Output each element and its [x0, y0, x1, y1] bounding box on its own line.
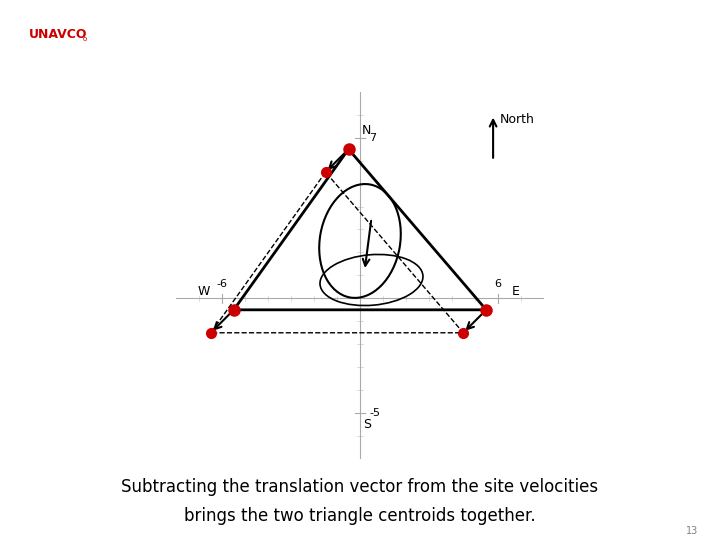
Text: W: W [198, 285, 210, 298]
Text: 13: 13 [686, 526, 698, 536]
Text: UNAVCO: UNAVCO [29, 28, 87, 40]
Text: 6: 6 [494, 279, 501, 289]
Text: Subtracting the translation vector from the site velocities: Subtracting the translation vector from … [122, 478, 598, 496]
Polygon shape [0, 0, 158, 97]
Text: 7: 7 [369, 133, 377, 143]
Text: o: o [83, 36, 87, 42]
Text: S: S [363, 418, 371, 431]
Text: -5: -5 [369, 408, 380, 418]
Text: brings the two triangle centroids together.: brings the two triangle centroids togeth… [184, 507, 536, 525]
Text: Graphical visualization of
crustal strain defined by GPS velocities: Graphical visualization of crustal strai… [201, 23, 634, 65]
Text: N: N [362, 124, 372, 137]
Text: -6: -6 [217, 279, 228, 289]
Text: North: North [500, 113, 535, 126]
Text: E: E [512, 285, 520, 298]
